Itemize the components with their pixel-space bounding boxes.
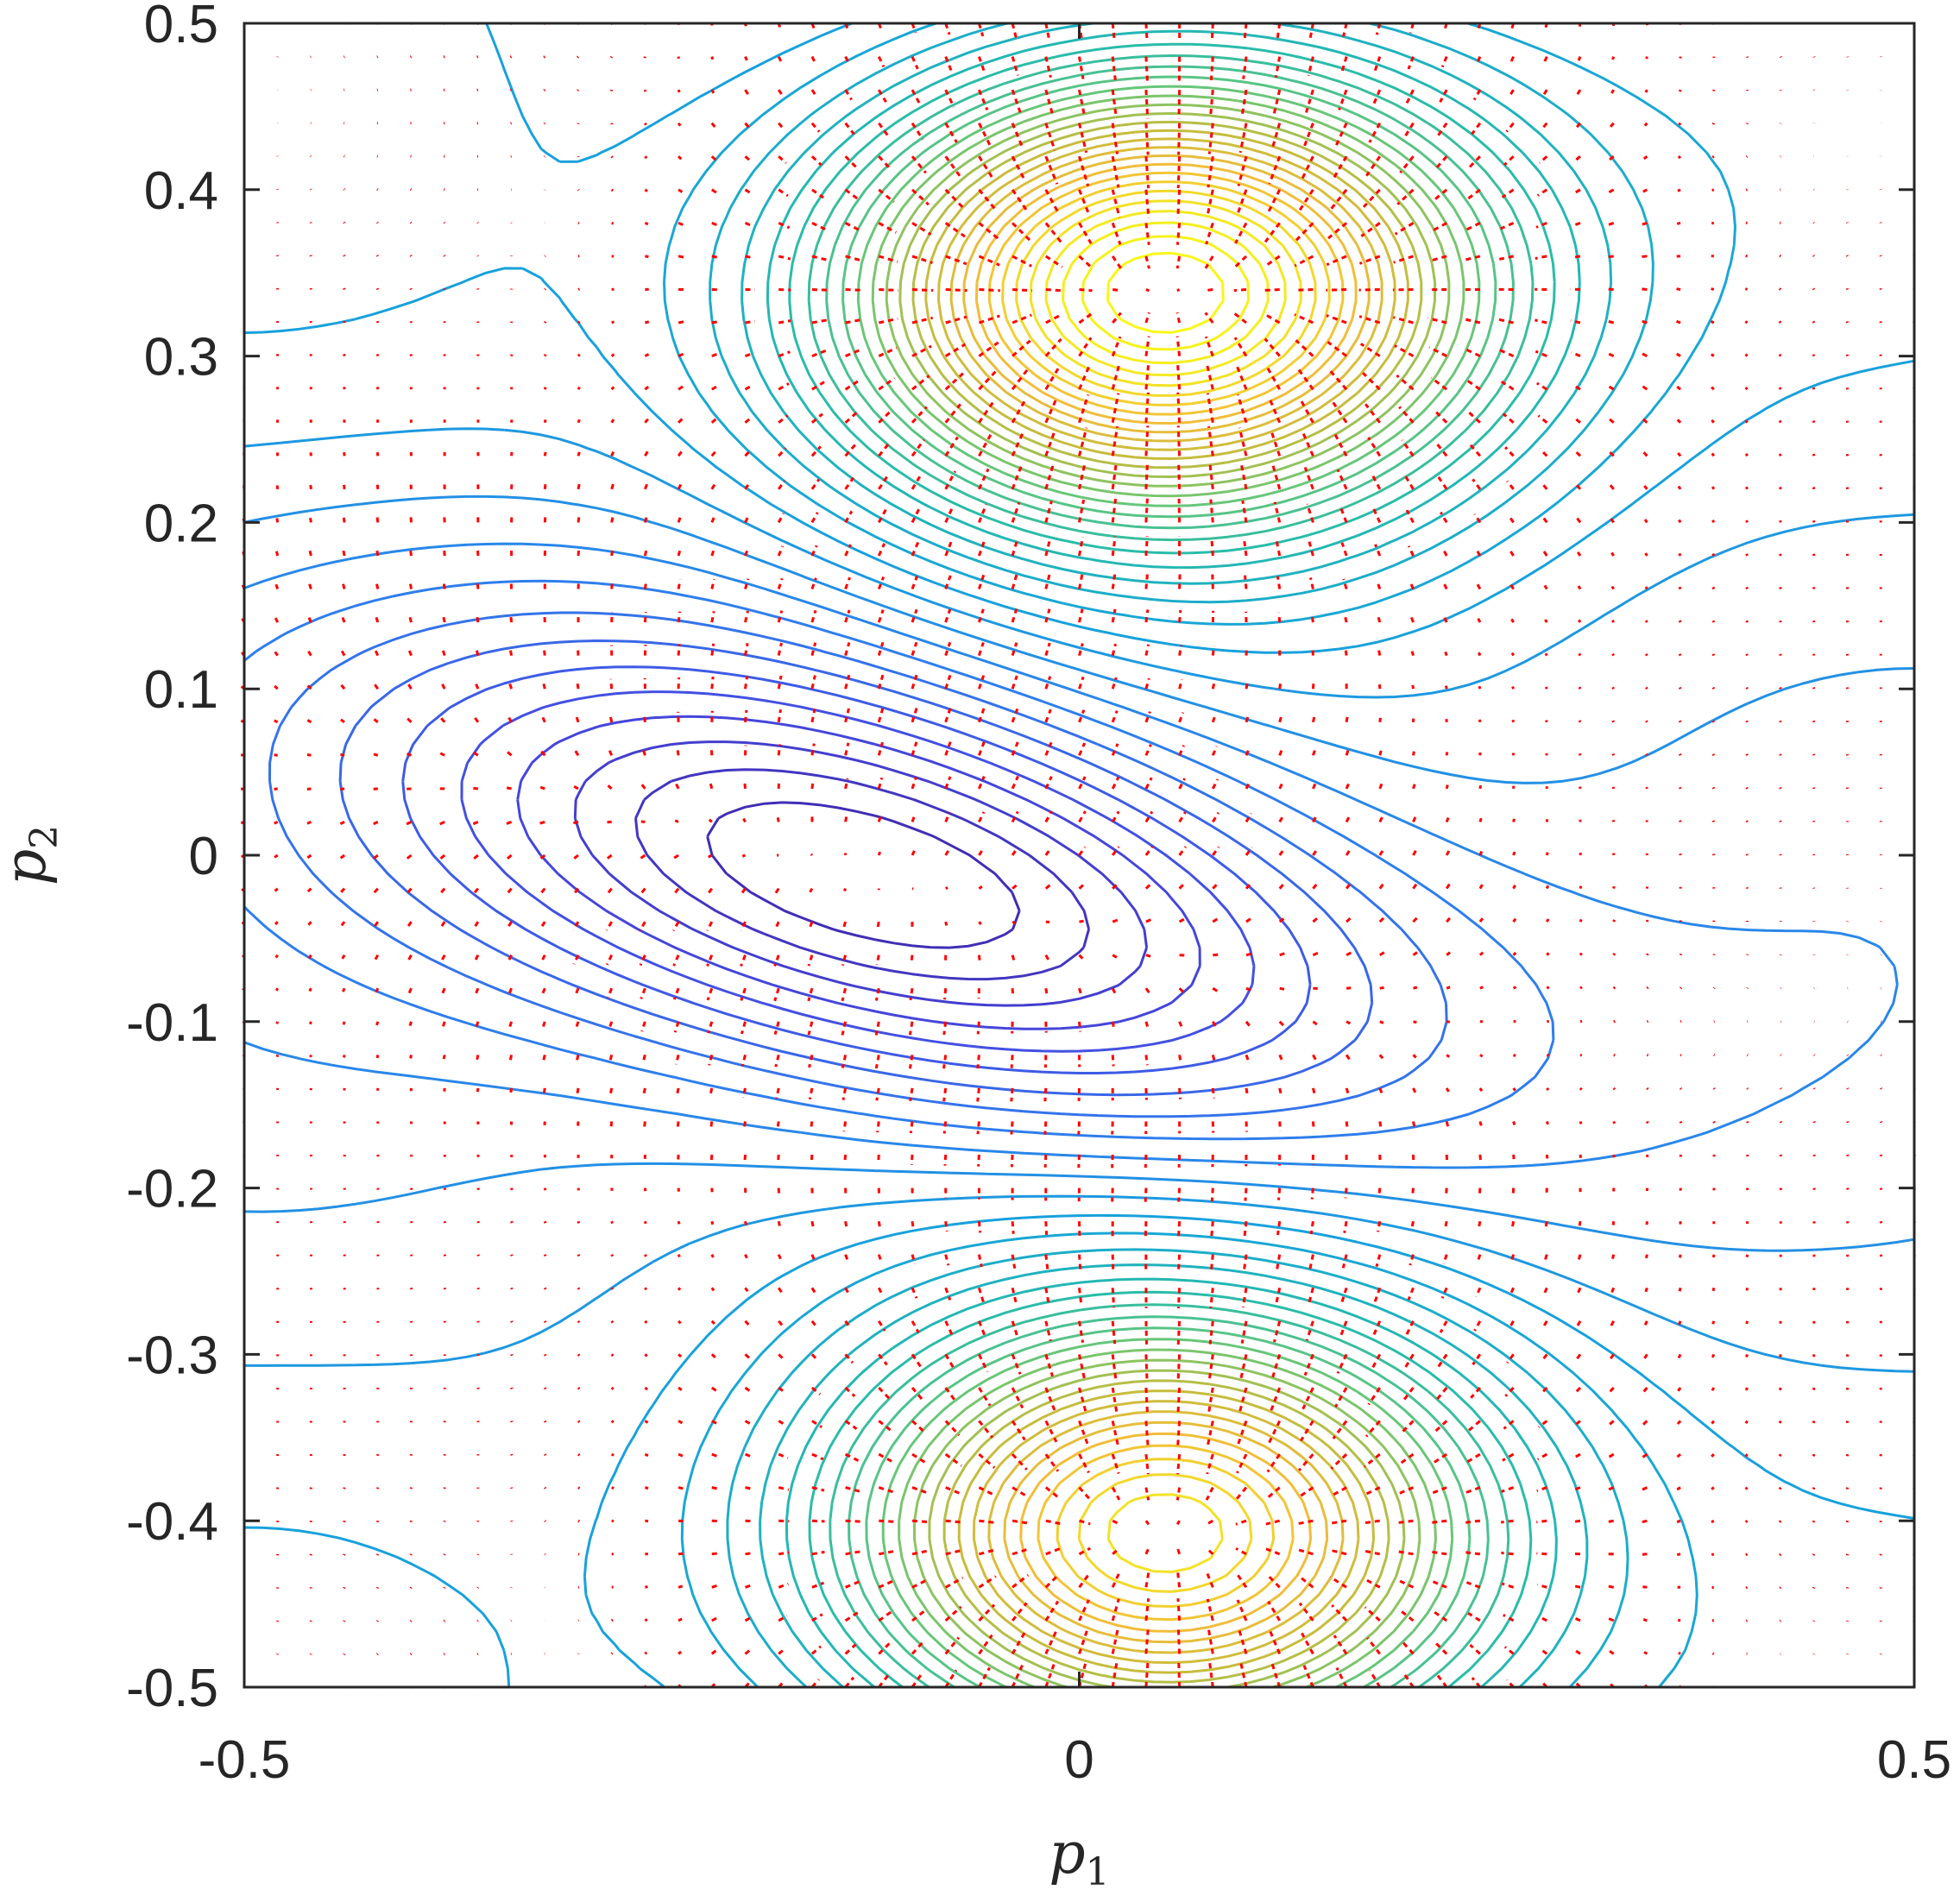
contour-line (766, 29, 1581, 1689)
contour-line (268, 611, 1448, 1118)
x-tick-label: 0.5 (1877, 1730, 1951, 1790)
contour-line (706, 801, 1021, 949)
contour-line (788, 42, 1556, 1689)
contour-line (243, 542, 1899, 1169)
contour-line (1081, 235, 1250, 351)
contour-lines (243, 22, 1915, 1689)
x-tick-labels: -0.5 0 0.5 (199, 1730, 1952, 1790)
contour-line (1001, 180, 1331, 1608)
y-axis-label: p2 (0, 825, 66, 885)
y-tick-label: 0 (189, 827, 218, 886)
y-tick-label: -0.2 (126, 1160, 218, 1219)
contour-line (825, 65, 1515, 1689)
y-tick-label: 0.4 (144, 161, 218, 221)
contour-line (243, 494, 1915, 1252)
contour-line (243, 579, 1555, 1141)
x-tick-label: 0 (1064, 1730, 1093, 1790)
contour-line (741, 22, 1613, 1689)
axis-ticks (243, 22, 1916, 1689)
contour-line (663, 22, 1736, 1689)
x-tick-label: -0.5 (199, 1730, 291, 1790)
y-tick-label: -0.1 (126, 993, 218, 1053)
y-tick-labels: 0.5 0.4 0.3 0.2 0.1 0 -0.1 -0.2 -0.3 -0.4 -0.5 (126, 0, 218, 1718)
y-tick-label: 0.5 (144, 0, 218, 54)
contour-line (243, 427, 1915, 1373)
contour-line (937, 137, 1396, 1665)
contour-line (1015, 189, 1317, 1593)
y-tick-label: 0.3 (144, 328, 218, 387)
contour-line (1044, 210, 1287, 377)
contour-line (987, 171, 1345, 1622)
contour-line (460, 690, 1256, 1053)
contour-line (516, 715, 1201, 1030)
contour-line (807, 54, 1535, 1689)
contour-line (1062, 221, 1270, 365)
y-tick-label: -0.3 (126, 1326, 218, 1385)
contour-line (634, 768, 1091, 981)
y-tick-label: -0.4 (126, 1492, 218, 1552)
contour-line (871, 94, 1465, 1689)
y-tick-label: 0.2 (144, 494, 218, 553)
contour-line (911, 120, 1423, 1684)
contour-line (709, 22, 1654, 1689)
contour-line (841, 75, 1497, 1689)
contour-line (962, 154, 1371, 1644)
x-axis-label: p1 (1049, 1820, 1109, 1894)
contour-line (401, 665, 1312, 1074)
y-tick-label: 0.1 (144, 660, 218, 720)
contour-line (338, 639, 1374, 1097)
contour-line (243, 22, 1915, 1689)
contour-line (573, 740, 1149, 1007)
contour-line (898, 112, 1437, 1689)
y-tick-label: -0.5 (126, 1659, 218, 1718)
contour-line (924, 129, 1409, 1674)
contour-line (974, 162, 1358, 1633)
contour-line (1029, 199, 1302, 1573)
